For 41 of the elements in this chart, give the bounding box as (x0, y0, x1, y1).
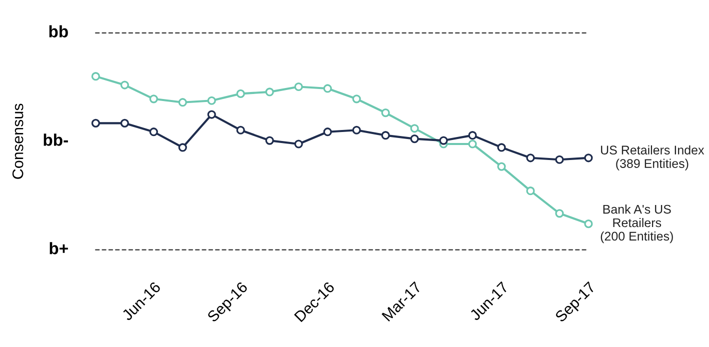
point (584, 220, 593, 228)
point (497, 143, 506, 152)
text: b+ (50, 242, 68, 254)
point (207, 96, 216, 105)
point (497, 162, 506, 171)
point (236, 89, 245, 98)
point (91, 72, 100, 81)
point (526, 154, 535, 162)
point (91, 118, 100, 128)
point (149, 128, 158, 136)
point (265, 88, 274, 96)
y-axis-title: Consensus (12, 104, 24, 179)
point (352, 94, 361, 104)
point (323, 128, 332, 136)
point (468, 131, 477, 140)
point (323, 84, 332, 93)
point (265, 136, 274, 145)
text: bb- (44, 134, 68, 146)
point (120, 118, 130, 128)
point (294, 82, 303, 92)
point (555, 209, 564, 218)
point (236, 126, 245, 134)
point (584, 154, 593, 162)
point (178, 98, 187, 107)
text: bb (49, 25, 68, 38)
point (178, 143, 187, 152)
point (120, 80, 130, 90)
point (410, 134, 419, 144)
point (410, 124, 419, 133)
point (555, 155, 564, 164)
point (439, 136, 448, 145)
point (381, 108, 390, 118)
point (468, 140, 477, 148)
series-label: US Retailers Index (389 Entities) (601, 145, 704, 170)
point (352, 126, 361, 134)
point (381, 131, 390, 140)
point (294, 140, 303, 148)
point (207, 110, 216, 119)
point (526, 186, 535, 196)
series-label: Bank A's US Retailers (200 Entities) (600, 204, 673, 244)
point (149, 94, 158, 104)
